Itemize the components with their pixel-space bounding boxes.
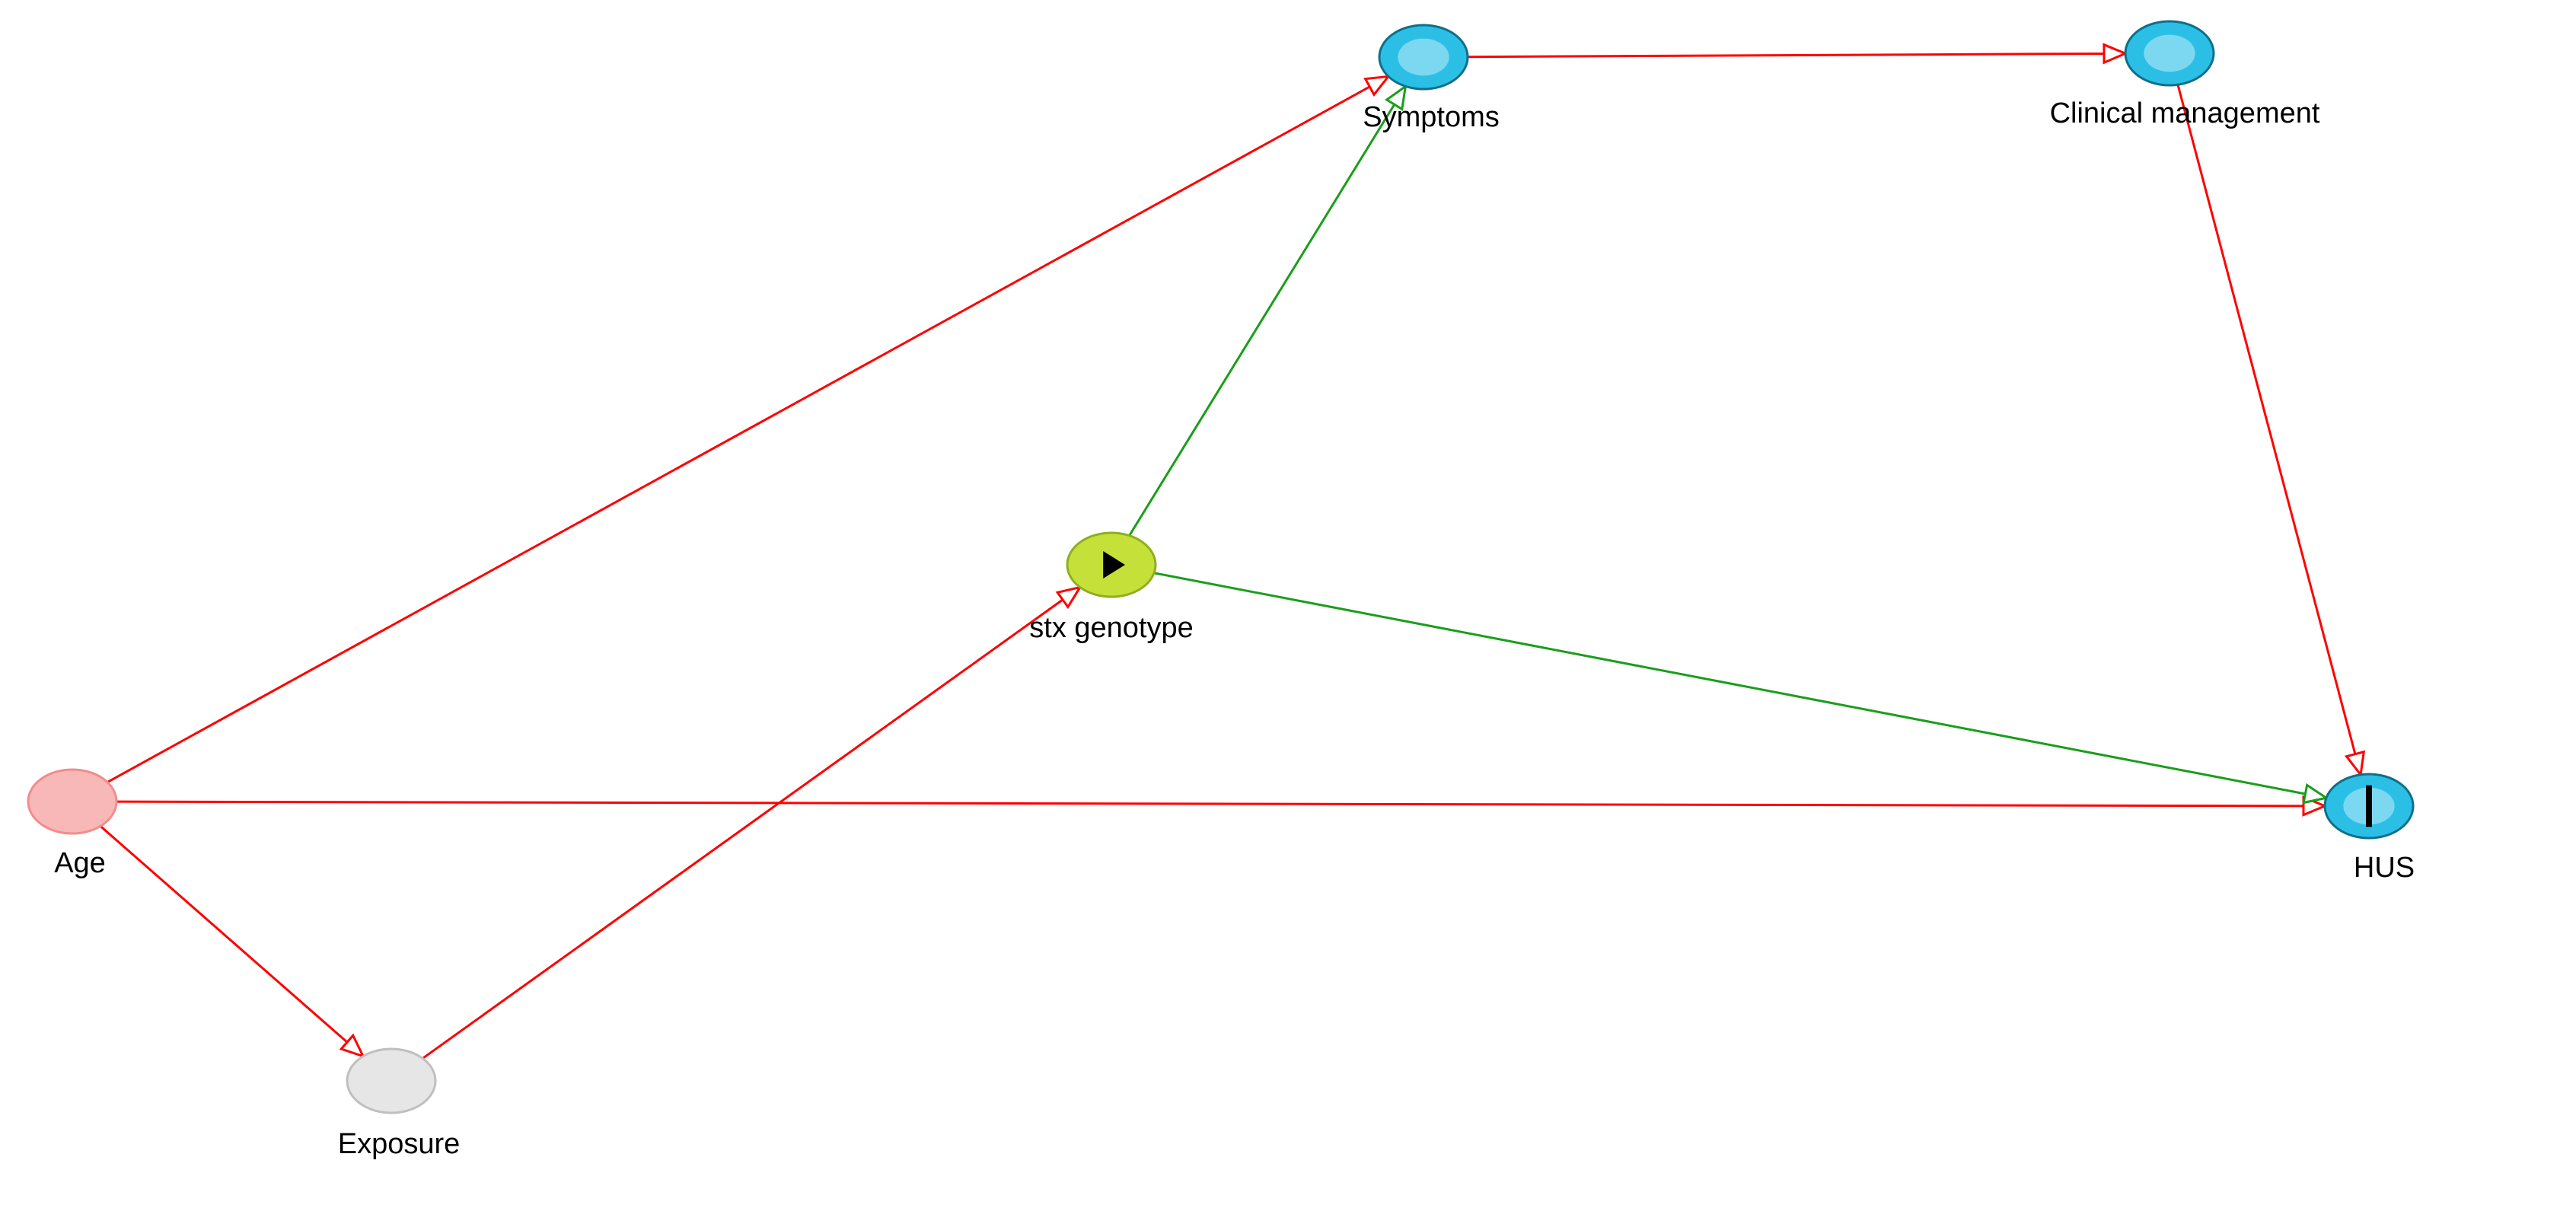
arrowhead-clinmgmt-hus [2347,752,2364,775]
node-label-symptoms: Symptoms [1363,101,1499,134]
node-label-clinmgmt: Clinical management [2050,97,2320,130]
edge-symptoms-clinmgmt [1468,53,2104,56]
node-exposure [347,1049,435,1113]
node-age [28,770,116,833]
node-symptoms [1379,25,1468,89]
edge-exposure-stx [422,600,1063,1059]
edge-stx-symptoms [1130,104,1395,535]
diagram-canvas: Age Exposure stx genotype Symptoms Clinical … [0,0,2576,1208]
arrowhead-age-symptoms [1366,76,1388,94]
arrowhead-exposure-stx [1057,588,1080,607]
edge-age-symptoms [107,87,1369,782]
node-label-hus: HUS [2354,852,2415,884]
edge-clinmgmt-hus [2178,84,2355,754]
node-stx [1067,533,1156,597]
nodes-group [28,21,2413,1113]
diagram-svg [0,0,2576,1208]
node-label-exposure: Exposure [338,1128,461,1161]
edge-stx-hus [1154,573,2305,794]
node-label-age: Age [54,847,106,880]
node-label-stx: stx genotype [1029,612,1193,645]
edges-group [100,45,2364,1059]
node-hus [2325,774,2413,838]
arrowhead-stx-hus [2303,785,2326,802]
edge-age-hus [116,802,2303,806]
node-clinmgmt [2125,21,2214,85]
arrowhead-symptoms-clinmgmt [2104,45,2125,63]
edge-age-exposure [100,826,347,1042]
